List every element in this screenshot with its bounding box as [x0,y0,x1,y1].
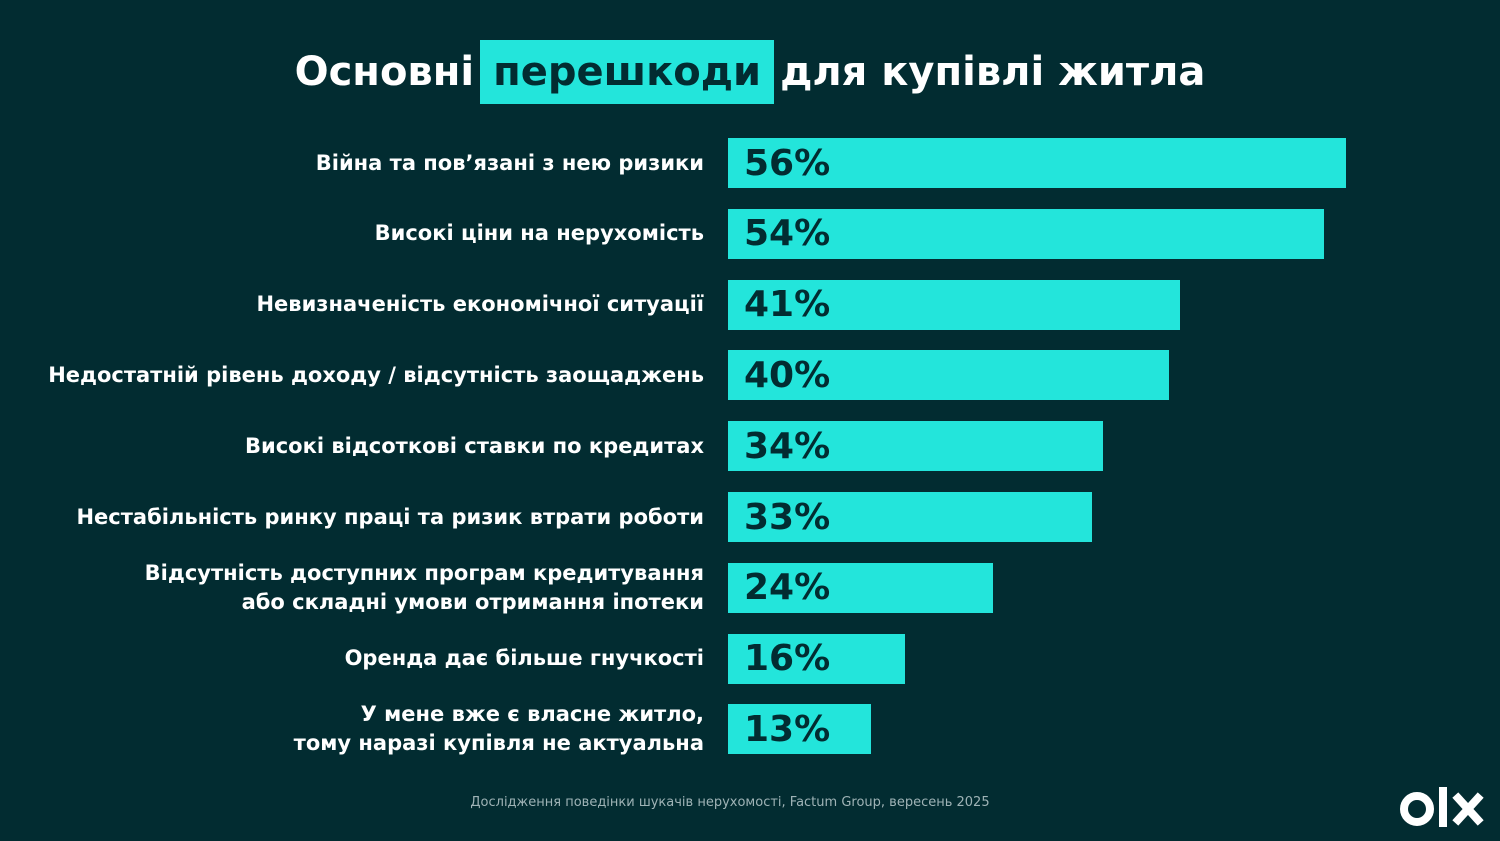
category-label: Відсутність доступних програм кредитуван… [144,560,704,614]
value-label: 40% [744,354,831,396]
value-label: 56% [744,142,831,184]
bar-row: Відсутність доступних програм кредитуван… [0,560,1500,614]
bar [728,279,1180,330]
value-label: 33% [744,496,831,538]
value-label: 41% [744,284,831,326]
category-label: Високі ціни на нерухомість [374,221,704,246]
title-before: Основні [294,49,475,95]
bar-row: Нестабільність ринку праці та ризик втра… [0,492,1500,542]
bar [728,421,1103,472]
bar-row: Невизначеність економічної ситуації 41% [0,279,1500,330]
bar [728,208,1324,259]
bar [728,492,1092,542]
category-label: Нестабільність ринку праці та ризик втра… [76,504,704,529]
bar-row: Оренда дає більше гнучкості 16% [0,633,1500,684]
category-label: Високі відсоткові ставки по кредитах [244,433,704,458]
source-note: Дослідження поведінки шукачів нерухомост… [470,795,990,810]
value-label: 34% [744,425,831,467]
bar [728,138,1346,188]
value-label: 54% [744,213,831,255]
category-label: Невизначеність економічної ситуації [256,292,704,317]
category-label: У мене вже є власне житло, тому наразі к… [293,702,704,756]
bar-row: Війна та пов’язані з нею ризики 56% [0,138,1500,188]
bar [728,562,993,613]
olx-logo-icon [1400,787,1484,827]
title-highlight: перешкоди [480,40,775,104]
bar-row: У мене вже є власне житло, тому наразі к… [0,702,1500,756]
value-label: 16% [744,638,831,680]
bar [728,633,905,684]
bar [728,704,871,755]
bar-row: Високі ціни на нерухомість 54% [0,208,1500,259]
bar-row: Недостатній рівень доходу / відсутність … [0,350,1500,401]
bar [728,350,1169,401]
title-after: для купівлі житла [780,49,1206,95]
page-title: Основні перешкоди для купівлі житла [0,40,1500,104]
value-label: 13% [744,708,831,750]
category-label: Недостатній рівень доходу / відсутність … [48,362,704,387]
value-label: 24% [744,567,831,609]
category-label: Війна та пов’язані з нею ризики [315,150,704,175]
bar-row: Високі відсоткові ставки по кредитах 34% [0,421,1500,472]
category-label: Оренда дає більше гнучкості [344,646,704,671]
